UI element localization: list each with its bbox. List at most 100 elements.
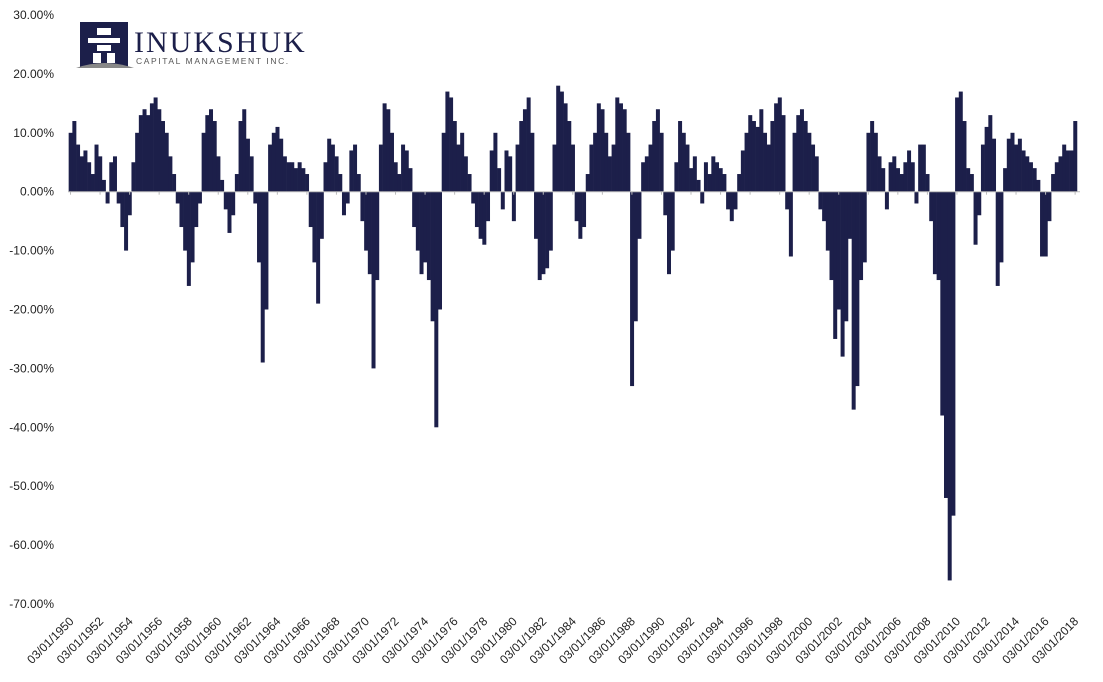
- bar: [570, 144, 575, 192]
- bar: [101, 179, 106, 192]
- bar: [925, 174, 930, 192]
- bar: [600, 109, 605, 192]
- y-tick-label: -20.00%: [9, 303, 54, 317]
- bar: [353, 144, 358, 192]
- bar: [234, 174, 239, 192]
- bar: [907, 150, 912, 192]
- bar: [330, 144, 335, 192]
- bar: [131, 162, 136, 192]
- bar: [401, 144, 406, 192]
- bar: [364, 191, 369, 251]
- bar: [378, 144, 383, 192]
- bar: [622, 109, 627, 192]
- bar: [356, 174, 361, 192]
- bar: [796, 115, 801, 192]
- y-tick-label: -30.00%: [9, 361, 54, 375]
- bar: [257, 191, 262, 263]
- bar: [135, 132, 140, 192]
- bar: [190, 191, 195, 263]
- bar: [138, 115, 143, 192]
- bar: [670, 191, 675, 251]
- bar: [859, 191, 864, 281]
- logo-tagline: CAPITAL MANAGEMENT INC.: [136, 56, 290, 66]
- bar: [792, 132, 797, 192]
- bar: [175, 191, 180, 204]
- bar: [707, 174, 712, 192]
- bar: [172, 174, 177, 192]
- bar: [1006, 138, 1011, 192]
- bar: [1043, 191, 1048, 257]
- bar: [667, 191, 671, 275]
- bar: [578, 191, 583, 239]
- bar: [977, 191, 982, 216]
- bar: [1028, 162, 1033, 192]
- bar: [763, 132, 768, 192]
- bar: [511, 191, 516, 222]
- bar: [478, 191, 483, 239]
- bar: [286, 162, 291, 192]
- bar: [1069, 150, 1074, 192]
- bar: [737, 174, 742, 192]
- bar: [774, 103, 779, 192]
- bar: [415, 191, 420, 251]
- bar: [486, 191, 491, 222]
- bar: [338, 174, 343, 192]
- bar: [327, 138, 332, 192]
- bar: [308, 191, 313, 228]
- bar: [412, 191, 417, 228]
- bar: [659, 132, 664, 192]
- bar: [844, 191, 849, 322]
- bar: [847, 191, 852, 239]
- bar: [201, 132, 206, 192]
- bar: [862, 191, 867, 263]
- y-tick-label: 10.00%: [13, 126, 54, 140]
- bar: [958, 91, 963, 192]
- bar: [223, 191, 228, 210]
- bar: [892, 156, 897, 192]
- bar: [692, 156, 697, 192]
- bar: [596, 103, 601, 192]
- bar: [607, 156, 612, 192]
- bar: [541, 191, 546, 275]
- bar: [149, 103, 154, 192]
- bar: [936, 191, 941, 281]
- bar: [1025, 156, 1030, 192]
- bar: [1014, 144, 1019, 192]
- bar: [493, 132, 498, 192]
- bar: [231, 191, 236, 216]
- bar: [910, 162, 915, 192]
- y-tick-label: -60.00%: [9, 538, 54, 552]
- bar: [563, 103, 568, 192]
- bar: [1058, 156, 1063, 192]
- bar: [899, 174, 904, 192]
- bar: [744, 132, 749, 192]
- bar: [279, 138, 284, 192]
- bar: [799, 109, 804, 192]
- logo-ground: [76, 63, 134, 68]
- bar: [105, 191, 110, 204]
- bar: [545, 191, 550, 269]
- bar: [1062, 144, 1067, 192]
- bar: [567, 121, 572, 192]
- bar: [1047, 191, 1052, 222]
- bar: [419, 191, 424, 275]
- bar: [781, 115, 786, 192]
- bar: [962, 121, 967, 192]
- bar: [877, 156, 882, 192]
- bar: [552, 144, 557, 192]
- bar: [751, 121, 756, 192]
- bar: [449, 97, 454, 192]
- bar: [729, 191, 734, 222]
- bar: [463, 156, 468, 192]
- bar: [297, 162, 302, 192]
- bar: [866, 132, 871, 192]
- bar: [836, 191, 841, 310]
- bar: [674, 162, 679, 192]
- bar: [718, 168, 723, 192]
- bar: [1021, 150, 1026, 192]
- bar: [951, 191, 956, 516]
- bar: [548, 191, 553, 251]
- bar: [127, 191, 132, 216]
- bar: [678, 121, 683, 192]
